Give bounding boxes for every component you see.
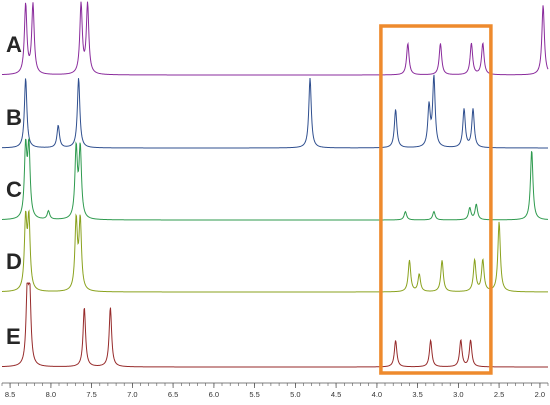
spectrum-trace-c xyxy=(1,137,549,221)
spectrum-traces xyxy=(1,1,549,368)
spectrum-trace-a xyxy=(1,1,549,76)
trace-label-a: A xyxy=(6,32,22,57)
spectrum-trace-b xyxy=(1,74,548,149)
x-tick-label: 6.5 xyxy=(168,390,178,399)
x-tick-label: 7.5 xyxy=(86,390,96,399)
highlight-region-box xyxy=(379,24,493,375)
x-tick-label: 6.0 xyxy=(209,390,219,399)
trace-label-b: B xyxy=(6,105,22,130)
x-tick-label: 8.5 xyxy=(5,390,15,399)
x-tick-label: 5.0 xyxy=(290,390,300,399)
spectrum-trace-e xyxy=(1,282,548,368)
x-axis: 8.5 8.0 7.5 7.0 6.5 6.0 5.5 5.0 4.5 4.0 3.5 3.0 2.5 2… xyxy=(1,382,549,399)
spectrum-trace-d xyxy=(1,209,548,293)
trace-label-d: D xyxy=(6,249,22,274)
x-tick-label: 7.0 xyxy=(127,390,137,399)
x-tick-label: 3.0 xyxy=(453,390,463,399)
x-tick-label: 2.0 xyxy=(535,390,545,399)
trace-label-c: C xyxy=(6,177,22,202)
x-tick-label: 5.5 xyxy=(249,390,259,399)
trace-labels: A B C D E xyxy=(6,32,22,349)
x-tick-label: 3.5 xyxy=(412,390,422,399)
x-tick-label: 2.5 xyxy=(494,390,504,399)
x-tick-label: 8.0 xyxy=(46,390,56,399)
trace-label-e: E xyxy=(6,324,21,349)
x-tick-label: 4.0 xyxy=(372,390,382,399)
x-tick-label: 4.5 xyxy=(331,390,341,399)
